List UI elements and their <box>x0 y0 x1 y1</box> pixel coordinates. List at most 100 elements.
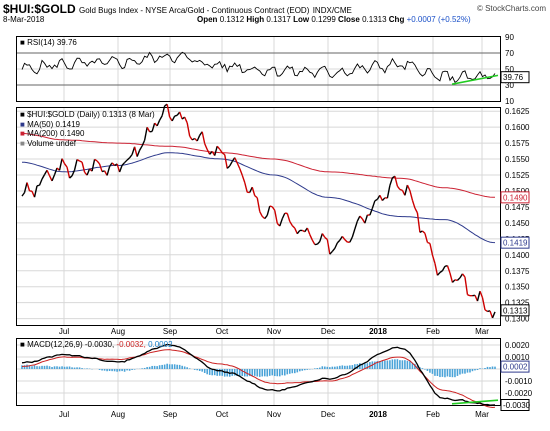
price-segment <box>481 297 486 310</box>
legend-ma50: ■ MA(50) 0.1419 <box>20 119 80 129</box>
price-segment <box>424 233 429 243</box>
price-segment <box>427 241 431 245</box>
price-segment <box>434 263 439 276</box>
ma200-value-tag: 0.1490 <box>500 191 530 204</box>
x-tick-label: Sep <box>163 410 178 419</box>
open-value: 0.1312 <box>219 15 245 24</box>
x-tick-label: Feb <box>426 410 440 419</box>
macd-tick-label: -0.0020 <box>505 389 533 398</box>
price-segment <box>126 157 131 161</box>
rsi-line <box>21 51 496 83</box>
price-segment <box>386 185 391 199</box>
rsi-value-tag: 39.76 <box>500 71 530 84</box>
price-segment <box>334 242 338 249</box>
rsi-panel <box>16 36 501 102</box>
price-segment <box>451 279 456 283</box>
price-tick-label: 0.1625 <box>505 107 530 116</box>
price-segment <box>26 182 31 192</box>
symbol: $HUI:$GOLD <box>3 2 76 16</box>
price-segment <box>51 174 56 182</box>
price-segment <box>316 241 321 245</box>
price-legend: ■ $HUI:$GOLD (Daily) 0.1313 (8 Mar) ■ MA… <box>20 110 155 148</box>
price-segment <box>389 177 394 186</box>
price-segment <box>33 185 38 198</box>
macd-legend-macd: -0.0030, <box>84 340 115 349</box>
price-segment <box>296 230 301 235</box>
ma200-value-tag-text: 0.1490 <box>503 193 528 202</box>
price-segment <box>221 152 226 156</box>
close-value: 0.1313 <box>362 15 387 24</box>
price-segment <box>161 105 166 116</box>
price-segment <box>244 182 248 193</box>
macd-value-tag-box <box>500 399 530 411</box>
price-segment <box>369 208 374 216</box>
price-segment <box>96 160 101 165</box>
rsi-value-tag-text: 39.76 <box>503 73 524 82</box>
price-segment <box>133 146 138 157</box>
price-segment <box>484 309 488 313</box>
macd-legend-signal: -0.0032, <box>116 340 146 349</box>
price-segment <box>461 273 466 278</box>
price-segment <box>444 264 448 267</box>
price-segment <box>141 139 146 147</box>
price-segment <box>491 311 496 319</box>
price-segment <box>239 168 243 176</box>
price-segment <box>156 119 161 127</box>
price-segment <box>309 234 313 241</box>
macd-legend-prefix: MACD(12,26,9) <box>27 340 83 349</box>
price-segment <box>279 218 283 227</box>
price-segment <box>236 162 241 169</box>
price-segment <box>81 161 86 173</box>
ma200-line <box>22 133 495 198</box>
rsi-legend: ■ RSI(14) 39.76 <box>20 38 77 47</box>
x-tick-label: Nov <box>267 410 281 419</box>
price-segment <box>487 310 491 313</box>
legend-icon: ■ <box>20 38 28 47</box>
price-segment <box>459 273 464 279</box>
chg-label: Chg <box>388 15 405 24</box>
price-segment <box>216 145 221 150</box>
price-segment <box>324 236 328 240</box>
x-tick-label: 2018 <box>369 410 387 419</box>
price-segment <box>349 236 353 243</box>
exchange: INDX/CME <box>312 6 352 15</box>
price-segment <box>464 277 469 295</box>
price-segment <box>234 157 238 164</box>
rsi-tick-label: 10 <box>505 97 514 106</box>
price-segment <box>409 190 414 201</box>
legend-price: ■ $HUI:$GOLD (Daily) 0.1313 (8 Mar) <box>20 110 155 119</box>
price-segment <box>371 200 376 209</box>
price-segment <box>359 215 363 220</box>
price-segment <box>294 227 298 235</box>
price-segment <box>269 205 273 208</box>
close-label: Close <box>338 15 360 24</box>
price-tick-label: 0.1575 <box>505 139 530 148</box>
rsi-tick-label: 30 <box>505 81 514 90</box>
legend-volume-text: Volume undef <box>27 138 76 148</box>
price-segment <box>467 294 471 297</box>
price-segment <box>256 197 261 212</box>
price-segment <box>344 239 348 243</box>
price-segment <box>206 149 211 155</box>
rsi-trendline <box>451 74 499 85</box>
price-segment <box>118 164 123 173</box>
hist-value-tag-text: 0.0002 <box>503 363 528 372</box>
x-tick-label: 2018 <box>369 327 387 336</box>
price-segment <box>364 214 369 224</box>
macd-trendline <box>451 399 499 405</box>
price-segment <box>416 212 421 233</box>
price-segment <box>341 235 346 241</box>
close-value-tag-text: 0.1313 <box>503 306 528 315</box>
price-segment <box>23 182 28 193</box>
price-segment <box>414 207 419 214</box>
price-tick-label: 0.1450 <box>505 219 530 228</box>
rsi-legend-text: RSI(14) 39.76 <box>27 38 77 47</box>
price-segment <box>339 236 343 241</box>
price-segment <box>73 159 78 171</box>
price-segment <box>319 233 323 242</box>
price-segment <box>139 145 143 151</box>
price-segment <box>286 213 291 222</box>
price-segment <box>419 230 423 233</box>
price-segment <box>86 168 91 176</box>
